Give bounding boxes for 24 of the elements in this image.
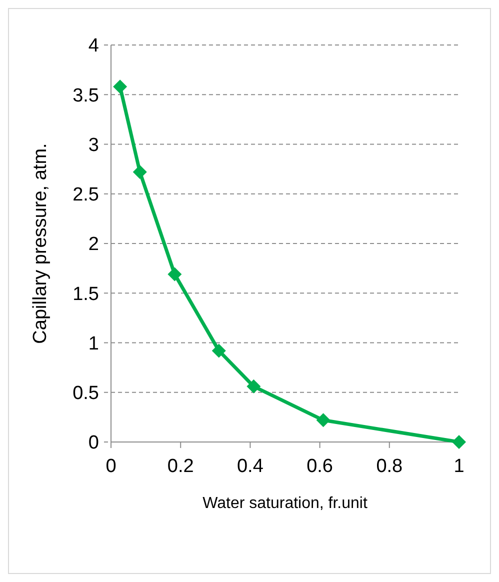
y-axis-title: Capillary pressure, atm. [30,143,51,344]
y-tick-label: 2 [88,234,99,256]
point [168,267,182,282]
point [212,344,226,358]
y-tick-label: 0.5 [72,383,99,404]
y-tick-label: 1 [88,333,99,354]
x-axis-title: Water saturation, fr.unit [202,495,368,512]
y-tick-label: 1.5 [72,284,99,305]
point [132,165,147,180]
x-tick-label: 0 [106,456,116,477]
point [246,379,261,394]
x-tick-label: 0.8 [376,456,403,477]
x-tick-label: 0.4 [236,456,264,477]
x-tick-label: 1 [454,456,464,477]
y-tick-label: 3 [88,134,99,156]
y-tick-label: 0 [88,432,99,454]
x-tick-label: 0.6 [306,456,334,477]
x-tick-label: 0.2 [167,456,194,477]
y-tick-label: 3.5 [72,85,99,106]
y-tick-label: 4 [88,36,100,57]
y-tick-label: 2.5 [72,184,99,206]
point [452,435,466,449]
point [113,80,128,94]
point [316,413,330,428]
